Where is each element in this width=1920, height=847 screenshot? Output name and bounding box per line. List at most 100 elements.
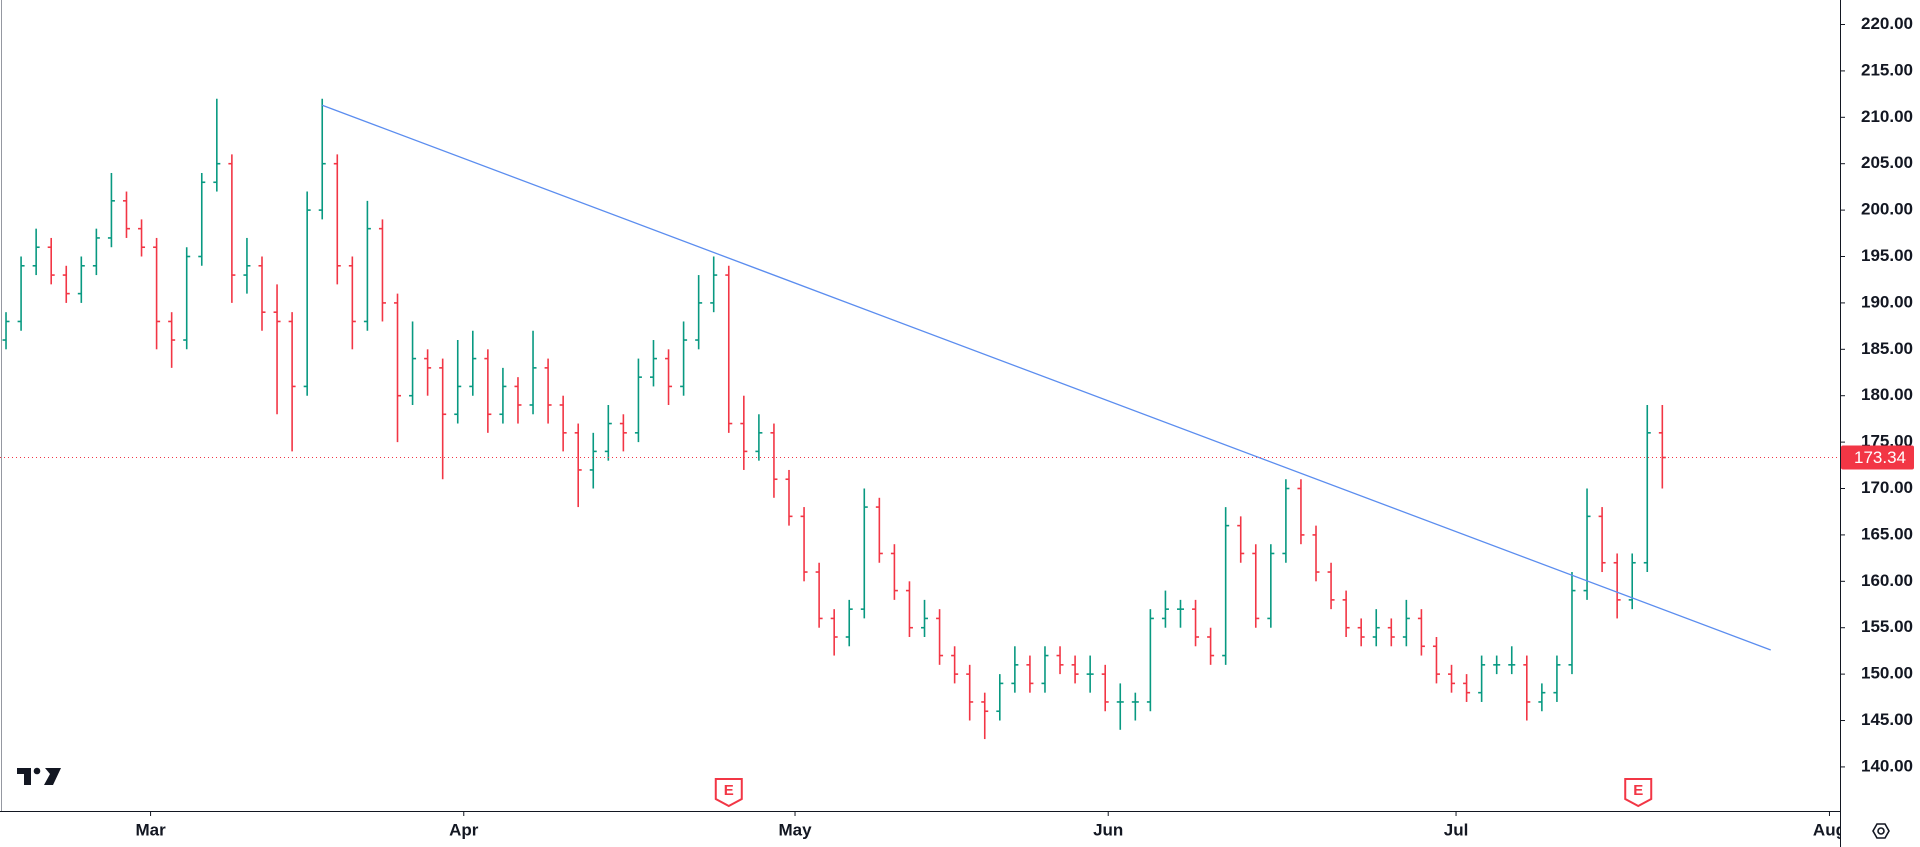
- ohlc-bar: [1011, 646, 1019, 693]
- ohlc-bar: [845, 599, 853, 647]
- ohlc-bar: [77, 256, 85, 303]
- ohlc-bar: [333, 154, 341, 285]
- x-tick-label: Mar: [135, 820, 166, 839]
- ohlc-bar: [755, 414, 763, 461]
- ohlc-bar: [1026, 655, 1034, 693]
- ohlc-bar: [544, 358, 552, 424]
- ohlc-bar: [1508, 646, 1516, 675]
- ohlc-bar: [1493, 655, 1501, 675]
- trendline: [321, 104, 1771, 651]
- y-tick-label: 190.00: [1861, 292, 1913, 311]
- ohlc-bar: [303, 191, 311, 396]
- ohlc-bar: [890, 544, 898, 600]
- event-marker: [714, 778, 743, 808]
- ohlc-bar: [2, 312, 10, 350]
- ohlc-bar: [1538, 683, 1546, 712]
- price-axis-bg: [1840, 0, 1920, 847]
- ohlc-bar: [710, 256, 718, 313]
- plot-area: [0, 98, 1840, 740]
- ohlc-bar: [1583, 488, 1591, 600]
- ohlc-bar: [1372, 609, 1380, 647]
- ohlc-bar: [1417, 609, 1425, 656]
- ohlc-bar: [1267, 544, 1275, 628]
- ohlc-bar: [740, 395, 748, 470]
- ohlc-bar: [1161, 590, 1169, 628]
- last-price-label: 173.34: [1854, 448, 1906, 467]
- ohlc-bar: [213, 98, 221, 192]
- ohlc-bar: [1101, 664, 1109, 712]
- ohlc-bar: [996, 674, 1004, 721]
- ohlc-bar: [153, 237, 161, 350]
- ohlc-bar: [258, 256, 266, 331]
- ohlc-bar: [830, 609, 838, 656]
- ohlc-bar: [107, 172, 115, 248]
- y-tick-label: 195.00: [1861, 246, 1913, 265]
- ohlc-bar: [966, 664, 974, 721]
- ohlc-bar: [574, 423, 582, 508]
- ohlc-bar: [1658, 404, 1666, 489]
- settings-button[interactable]: [1872, 823, 1890, 839]
- ohlc-bar: [409, 321, 417, 405]
- ohlc-bar: [936, 609, 944, 665]
- ohlc-bar: [1643, 404, 1651, 573]
- ohlc-bar: [921, 599, 929, 637]
- ohlc-bar: [649, 340, 657, 387]
- x-tick-label: Apr: [449, 820, 479, 839]
- ohlc-bar: [1598, 507, 1606, 573]
- ohlc-bar: [981, 692, 989, 740]
- earnings-event: E: [714, 778, 743, 808]
- ohlc-bar: [529, 330, 537, 415]
- ohlc-bar: [318, 98, 326, 220]
- ohlc-bar: [1342, 590, 1350, 637]
- ohlc-bar: [363, 200, 371, 331]
- y-tick-label: 140.00: [1861, 756, 1913, 775]
- ohlc-bar: [1628, 553, 1636, 610]
- ohlc-bar: [875, 497, 883, 563]
- ohlc-bar: [469, 330, 477, 396]
- y-tick-label: 155.00: [1861, 617, 1913, 636]
- ohlc-bar: [1613, 553, 1621, 619]
- ohlc-bar: [725, 265, 733, 433]
- logo: [17, 767, 61, 785]
- ohlc-bar: [1463, 674, 1471, 702]
- ohlc-bar: [1222, 507, 1230, 665]
- ohlc-bar: [1312, 525, 1320, 582]
- event-label: E: [724, 782, 734, 799]
- ohlc-bar: [484, 349, 492, 433]
- y-tick-label: 215.00: [1861, 60, 1913, 79]
- ohlc-bar: [273, 284, 281, 415]
- ohlc-bar: [815, 562, 823, 628]
- x-tick-label: Jun: [1093, 820, 1123, 839]
- ohlc-bar: [122, 191, 130, 238]
- event-marker: [1624, 778, 1653, 808]
- ohlc-bar: [1387, 618, 1395, 647]
- ohlc-bar: [951, 646, 959, 684]
- ohlc-bar: [860, 488, 868, 619]
- ohlc-bar: [1207, 627, 1215, 665]
- y-tick-label: 210.00: [1861, 107, 1913, 126]
- ohlc-bar: [32, 228, 40, 276]
- ohlc-bar: [1192, 599, 1200, 647]
- ohlc-bar: [680, 321, 688, 396]
- ohlc-bar: [1176, 599, 1184, 628]
- ohlc-bar: [1086, 655, 1094, 693]
- ohlc-bar: [695, 275, 703, 350]
- ohlc-bar: [17, 256, 25, 331]
- ohlc-bar: [348, 256, 356, 350]
- y-tick-label: 200.00: [1861, 200, 1913, 219]
- ohlc-bar: [770, 423, 778, 498]
- event-label: E: [1633, 782, 1643, 799]
- ohlc-bar: [514, 377, 522, 424]
- ohlc-bar: [92, 228, 100, 276]
- ohlc-bar: [1478, 655, 1486, 702]
- ohlc-bar: [183, 247, 191, 350]
- y-tick-label: 185.00: [1861, 339, 1913, 358]
- ohlc-bar: [785, 469, 793, 526]
- ohlc-bar: [378, 219, 386, 322]
- ohlc-bar: [1071, 655, 1079, 684]
- ohlc-bar: [1523, 655, 1531, 721]
- y-tick-label: 170.00: [1861, 478, 1913, 497]
- ohlc-bar: [1448, 664, 1456, 693]
